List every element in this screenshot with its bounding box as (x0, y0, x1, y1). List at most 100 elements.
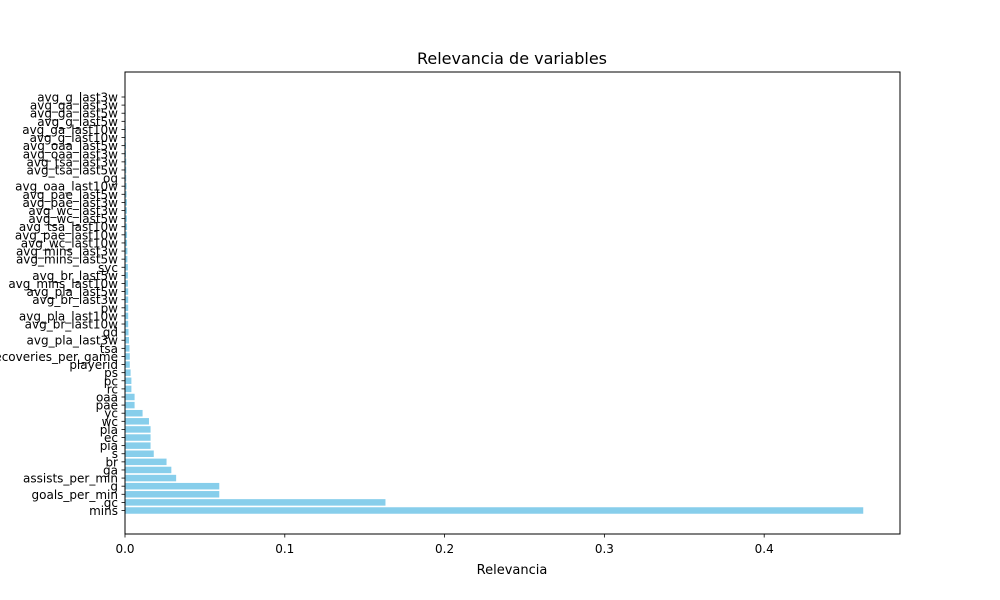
y-tick-label: avg_pla_last10w (19, 309, 118, 323)
y-tick-label: avg_mins_last5w (16, 253, 118, 267)
y-tick-label: avg_pae_last3w (22, 196, 118, 210)
y-tick-label: br (105, 455, 118, 469)
bar-syc (125, 264, 128, 271)
y-tick-label: avg_ga_last3w (30, 99, 118, 113)
y-tick-label: oaa (96, 390, 118, 404)
y-tick-label: avg_mins_last3w (16, 245, 118, 259)
y-tick-label: avg_oaa_last3w (23, 147, 118, 161)
y-tick-label: rc (107, 382, 118, 396)
y-tick-label: gc (104, 496, 118, 510)
bar-goals_per_min (125, 491, 220, 498)
y-tick-label: avg_tsa_last3w (27, 155, 119, 169)
bar-avg_tsa_last10w (125, 223, 128, 230)
y-tick-label: tsa (100, 342, 118, 356)
y-tick-label: avg_br_last5w (32, 269, 118, 283)
y-tick-label: g (110, 480, 118, 494)
bar-pia (125, 442, 151, 449)
bar-avg_wc_last10w (125, 239, 128, 247)
bar-avg_pae_last5w (125, 191, 127, 198)
y-tick-label: avg_g_last10w (30, 131, 119, 145)
y-tick-label: avg_ga_last10w (22, 123, 118, 137)
y-tick-label: pae (96, 399, 118, 413)
y-tick-label: avg_ga_last5w (30, 107, 118, 121)
bar-og (125, 174, 127, 182)
bar-g (125, 482, 220, 490)
plot-area-frame (124, 71, 901, 535)
y-tick-label: gd (103, 326, 118, 340)
x-tick-label: 0.3 (595, 542, 614, 556)
y-tick-label: playerid (69, 358, 118, 372)
bar-avg_oaa_last10w (125, 182, 127, 190)
y-tick-label: pc (104, 374, 118, 388)
bar-gc (125, 499, 386, 506)
bar-mins (125, 507, 864, 514)
y-tick-label: avg_br_last10w (25, 318, 119, 332)
y-tick-label: syc (98, 261, 118, 275)
y-tick-label: yc (104, 407, 118, 421)
bar-oaa (125, 393, 135, 401)
y-tick-label: avg_tsa_last5w (27, 163, 119, 177)
bar-avg_pla_last5w (125, 288, 129, 295)
bar-tsa (125, 345, 130, 352)
y-tick-label: ga (103, 463, 118, 477)
bar-avg_pae_last3w (125, 199, 127, 206)
bar-avg_br_last10w (125, 320, 129, 328)
bar-br (125, 458, 167, 466)
y-tick-label: avg_g_last3w (37, 91, 118, 105)
bar-avg_pae_last10w (125, 231, 128, 239)
bars-group (125, 93, 864, 514)
bar-wc (125, 418, 149, 425)
bar-playerid (125, 361, 130, 368)
y-tick-label: ps (104, 366, 118, 380)
bar-avg_wc_last5w (125, 215, 127, 222)
bar-yc (125, 409, 143, 417)
y-tick-label: pw (101, 301, 119, 315)
y-tick-label: mins (89, 504, 118, 518)
y-tick-label: avg_oaa_last10w (15, 180, 118, 194)
bar-avg_br_last5w (125, 272, 128, 279)
bar-avg_pla_last3w (125, 336, 129, 344)
x-tick-label: 0.2 (435, 542, 454, 556)
bar-gd (125, 328, 129, 336)
y-tick-label: goals_per_min (32, 488, 118, 502)
y-tick-label: s (112, 447, 118, 461)
y-tick-label: avg_pae_last5w (22, 188, 118, 202)
bar-rc (125, 385, 132, 393)
y-tick-label: avg_wc_last5w (28, 212, 118, 226)
y-tick-label: avg_wc_last10w (21, 236, 118, 250)
bar-ec (125, 434, 151, 441)
bar-avg_tsa_last3w (125, 158, 127, 166)
bar-assists_per_min (125, 474, 177, 482)
bar-pla (125, 426, 151, 433)
y-tick-label: og (103, 172, 118, 186)
bar-pw (125, 304, 129, 312)
bar-ps (125, 369, 131, 376)
y-tick-label: avg_pla_last5w (27, 285, 119, 299)
y-tick-label: assists_per_min (23, 472, 118, 486)
y-tick-label: avg_mins_last10w (8, 277, 118, 291)
y-tick-label: avg_tsa_last10w (19, 220, 118, 234)
x-tick-label: 0.1 (275, 542, 294, 556)
bar-recoveries_per_game (125, 353, 130, 360)
bar-avg_wc_last3w (125, 207, 127, 214)
bar-avg_pla_last10w (125, 312, 129, 320)
bar-avg_mins_last10w (125, 280, 128, 287)
bar-ga (125, 466, 172, 474)
bar-avg_br_last3w (125, 296, 129, 303)
y-tick-label: pla (100, 423, 118, 437)
y-tick-label: avg_oaa_last5w (23, 139, 118, 153)
bar-avg_mins_last3w (125, 247, 128, 255)
bar-avg_tsa_last5w (125, 166, 127, 174)
x-tick-label: 0.0 (115, 542, 134, 556)
y-tick-label: wc (102, 415, 118, 429)
bar-pae (125, 401, 135, 409)
y-tick-label: ec (104, 431, 118, 445)
bar-avg_mins_last5w (125, 255, 128, 263)
chart-title: Relevancia de variables (417, 49, 607, 68)
y-tick-label: recoveries_per_game (0, 350, 118, 364)
y-tick-label: avg_wc_last3w (28, 204, 118, 218)
x-tick-label: 0.4 (755, 542, 774, 556)
y-tick-label: avg_br_last3w (32, 293, 118, 307)
y-tick-label: avg_g_last5w (37, 115, 118, 129)
